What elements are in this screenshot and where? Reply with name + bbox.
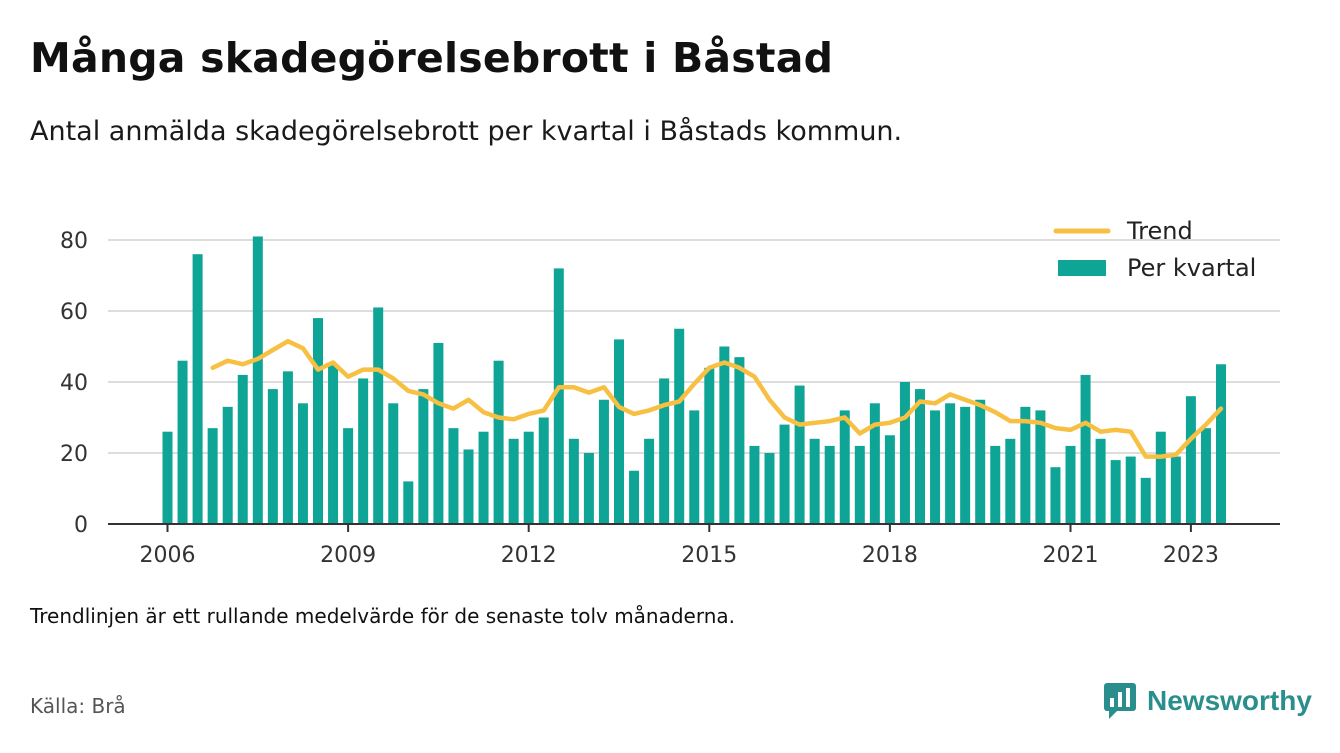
bar (1170, 456, 1181, 524)
bar (553, 268, 564, 524)
bar-series (162, 236, 1226, 524)
bar (237, 374, 248, 524)
bar (282, 371, 293, 524)
x-tick-label: 2006 (140, 543, 196, 568)
bar (222, 406, 233, 524)
legend-bar-label: Per kvartal (1127, 254, 1256, 282)
chart-subtitle: Antal anmälda skadegörelsebrott per kvar… (30, 116, 903, 147)
x-tick-label: 2012 (501, 543, 557, 568)
bar (945, 403, 956, 524)
bar (809, 438, 820, 524)
bar (1110, 460, 1121, 524)
y-tick-label: 40 (60, 371, 88, 396)
bar (583, 453, 594, 524)
bar (779, 424, 790, 524)
brand-logo[interactable]: Newsworthy (1103, 682, 1312, 720)
x-tick-label: 2023 (1163, 543, 1219, 568)
bar (1020, 406, 1031, 524)
bar (674, 328, 685, 524)
axes: 0 20 40 60 80 2006 2009 2012 2015 2018 2021 2023 (60, 229, 1280, 568)
trend-series (210, 338, 1224, 459)
bar (493, 360, 504, 524)
bar (1050, 467, 1061, 524)
bar (313, 318, 323, 524)
bar (689, 410, 700, 524)
bar (1125, 456, 1136, 524)
bar (644, 438, 655, 524)
bar (915, 389, 925, 524)
y-tick-label: 20 (60, 442, 88, 467)
bar (538, 417, 549, 524)
bar (719, 346, 730, 524)
bar (523, 431, 534, 524)
bar (1140, 477, 1151, 524)
bar (177, 360, 188, 524)
x-tick-label: 2015 (681, 543, 737, 568)
bar (403, 481, 414, 524)
bar (659, 378, 670, 524)
bar (373, 307, 384, 524)
bar (568, 438, 579, 524)
bar (252, 236, 263, 524)
bar (1065, 445, 1076, 524)
bar (478, 431, 489, 524)
bar (975, 399, 986, 524)
bar (448, 428, 459, 524)
bar (267, 389, 278, 524)
x-tick-label: 2009 (320, 543, 376, 568)
bar (1080, 374, 1091, 524)
bar (839, 410, 850, 524)
bar (960, 406, 971, 524)
bar (192, 254, 203, 524)
bar (358, 378, 369, 524)
bar (1216, 364, 1226, 524)
bar (824, 445, 835, 524)
bar (418, 389, 429, 524)
newsworthy-logo-icon (1104, 683, 1136, 719)
bar (629, 470, 640, 524)
bar (930, 410, 941, 524)
bar (749, 445, 760, 524)
bar (328, 364, 339, 524)
brand-name: Newsworthy (1147, 685, 1312, 716)
footnote: Trendlinjen är ett rullande medelvärde f… (30, 604, 736, 628)
bar (869, 403, 880, 524)
bar (388, 403, 399, 524)
bar (614, 339, 624, 524)
bar (1095, 438, 1106, 524)
source-label: Källa: Brå (30, 694, 126, 718)
chart-title: Många skadegörelsebrott i Båstad (30, 34, 834, 82)
bar (162, 431, 173, 524)
y-tick-label: 60 (60, 300, 88, 325)
bar (1200, 428, 1211, 524)
bar (990, 445, 1001, 524)
bar (1185, 396, 1196, 524)
legend: Trend Per kvartal (1053, 217, 1256, 282)
bar (884, 435, 895, 524)
bar (794, 385, 805, 524)
y-tick-label: 0 (74, 513, 88, 538)
legend-trend-label: Trend (1126, 217, 1193, 245)
bar (297, 403, 308, 524)
x-tick-label: 2018 (862, 543, 918, 568)
chart: 0 20 40 60 80 2006 2009 2012 2015 2018 2021 2023 Tr… (60, 217, 1280, 568)
bar (1035, 410, 1046, 524)
bar (899, 382, 910, 524)
trend-line (210, 338, 1224, 459)
bar (1005, 438, 1016, 524)
x-tick-label: 2021 (1043, 543, 1099, 568)
bar (764, 453, 775, 524)
bar (463, 449, 474, 524)
legend-bar-swatch (1058, 260, 1106, 276)
bar (508, 438, 519, 524)
bar (704, 367, 715, 524)
bar (207, 428, 218, 524)
y-tick-label: 80 (60, 229, 88, 254)
bar (1155, 431, 1166, 524)
bar (598, 399, 609, 524)
bar (433, 342, 444, 524)
bar (854, 445, 865, 524)
bar (734, 357, 745, 524)
bar (343, 428, 354, 524)
